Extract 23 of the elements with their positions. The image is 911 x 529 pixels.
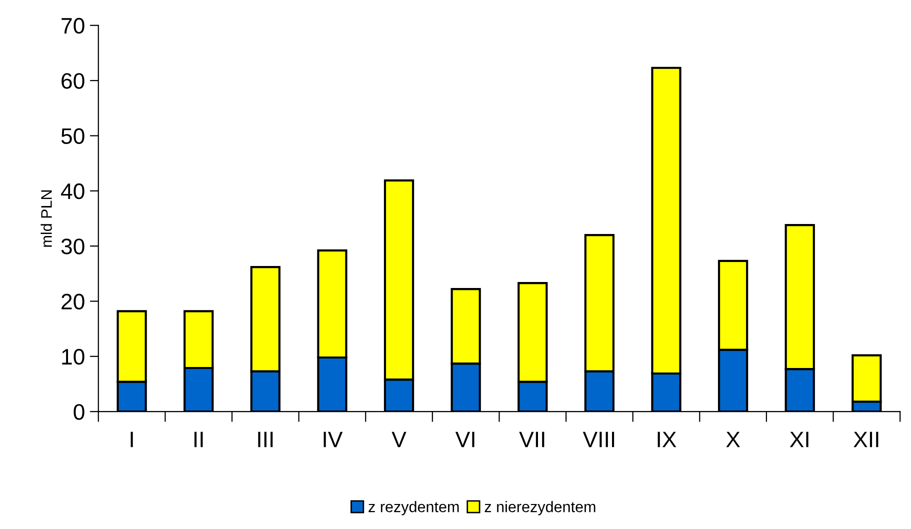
y-tick-label: 40	[60, 183, 84, 200]
y-axis-title: mld PLN	[40, 190, 52, 247]
y-tick-label: 20	[62, 294, 84, 310]
y-tick-label: 70	[62, 18, 84, 34]
x-tick-label: VII	[519, 432, 544, 448]
x-tick-label: I	[130, 432, 133, 448]
x-tick-label: X	[726, 432, 740, 448]
x-tick-label: IV	[324, 432, 343, 448]
x-tick-label: VI	[455, 432, 474, 448]
legend-label: z rezydentem	[368, 501, 459, 516]
x-tick-label: XII	[854, 432, 878, 448]
y-tick-label: 30	[61, 238, 84, 254]
y-tick-label: 60	[62, 73, 84, 89]
x-tick-label: III	[258, 432, 273, 448]
x-tick-label: XI	[790, 432, 808, 448]
x-tick-label: V	[392, 432, 406, 448]
x-tick-label: VIII	[582, 432, 614, 448]
x-tick-label: IX	[658, 432, 676, 448]
y-tick-label: 10	[62, 348, 84, 365]
y-tick-label: 50	[61, 128, 84, 144]
x-tick-label: II	[194, 432, 203, 448]
y-tick-label: 0	[74, 404, 84, 420]
legend-label: z nierezydentem	[484, 501, 596, 516]
